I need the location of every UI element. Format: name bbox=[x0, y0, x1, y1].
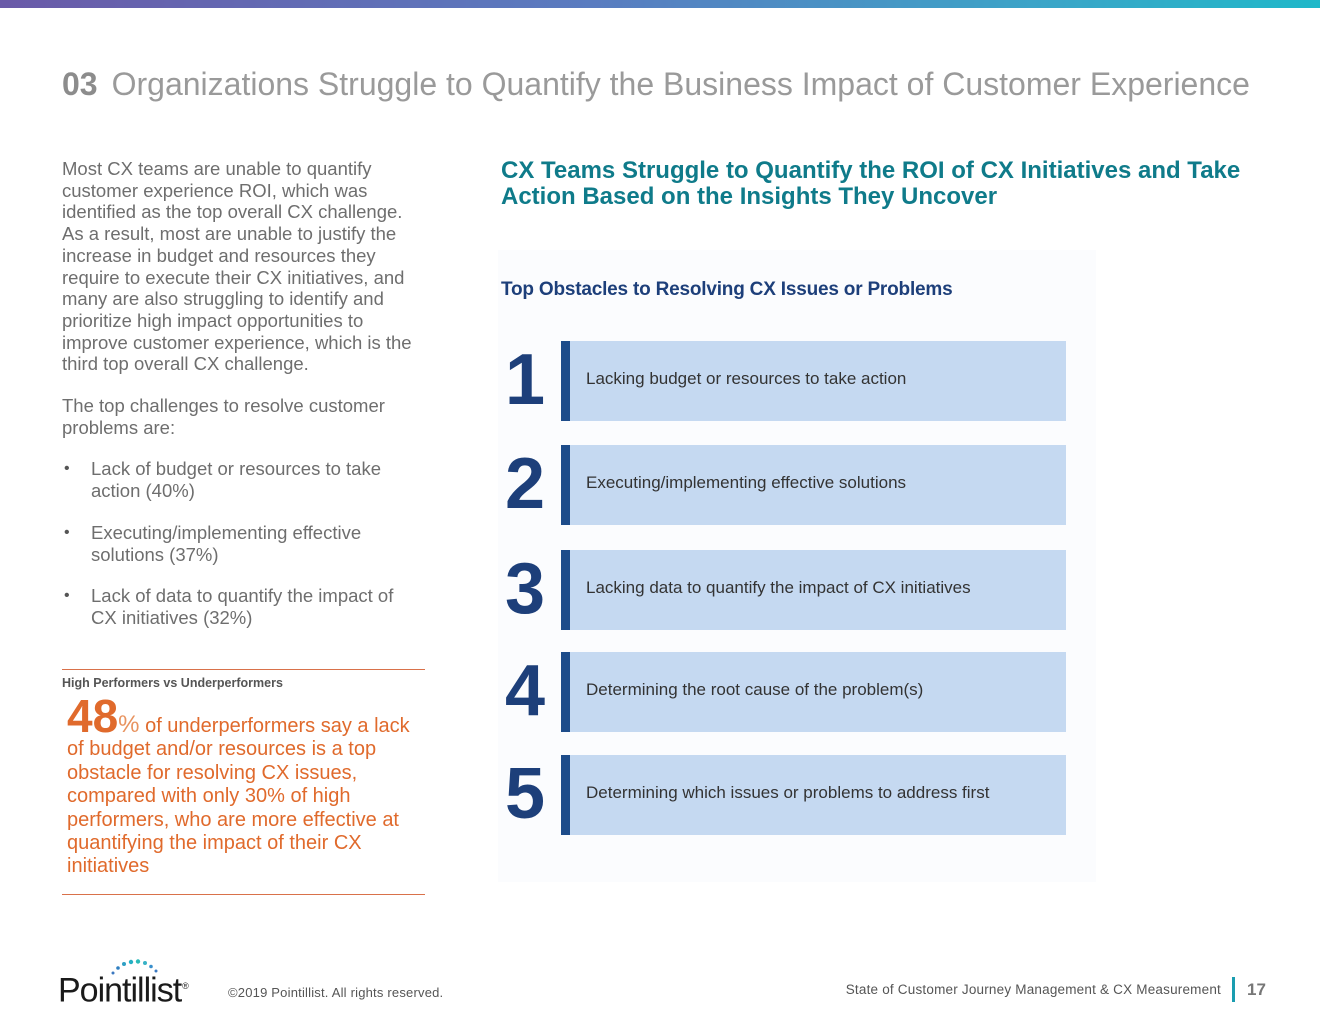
page-title-text: Organizations Struggle to Quantify the B… bbox=[111, 66, 1250, 102]
intro-text: Most CX teams are unable to quantify cus… bbox=[62, 158, 424, 649]
document-name: State of Customer Journey Management & C… bbox=[845, 982, 1221, 997]
pointillist-logo: Pointillist® bbox=[58, 958, 203, 1009]
callout-stat: 48% of underperformers say a lack of bud… bbox=[67, 693, 417, 879]
stat-number: 48 bbox=[67, 690, 119, 742]
bullet-icon: • bbox=[64, 523, 70, 541]
top-gradient-bar bbox=[0, 0, 1320, 8]
page-number: 17 bbox=[1247, 980, 1266, 999]
obstacle-row-3: 3 Lacking data to quantify the impact of… bbox=[500, 549, 1066, 630]
high-performers-callout: High Performers vs Underperformers 48% o… bbox=[62, 669, 425, 895]
bullet-icon: • bbox=[64, 460, 70, 478]
callout-label: High Performers vs Underperformers bbox=[62, 676, 283, 690]
list-item: • Executing/implementing effective soluti… bbox=[64, 521, 362, 565]
obstacle-row-5: 5 Determining which issues or problems t… bbox=[500, 754, 1066, 835]
intro-paragraph-2: The top challenges to resolve customer p… bbox=[62, 395, 385, 438]
page-title: 03 Organizations Struggle to Quantify the… bbox=[62, 62, 1282, 106]
intro-paragraph-1: Most CX teams are unable to quantify cus… bbox=[62, 158, 412, 375]
obstacle-row-2: 2 Executing/implementing effective solut… bbox=[500, 444, 1066, 525]
registered-mark: ® bbox=[182, 981, 189, 991]
obstacle-text: Lacking budget or resources to take acti… bbox=[586, 369, 907, 388]
section-heading: CX Teams Struggle to Quantify the ROI of… bbox=[501, 157, 1241, 210]
obstacle-bar bbox=[561, 755, 1066, 835]
obstacle-row-4: 4 Determining the root cause of the prob… bbox=[500, 651, 1066, 732]
rank-number: 5 bbox=[504, 754, 546, 834]
challenge-list: • Lack of budget or resources to take act… bbox=[62, 458, 424, 628]
stat-unit: % bbox=[118, 711, 140, 738]
obstacle-text: Determining the root cause of the proble… bbox=[586, 680, 924, 699]
section-number: 03 bbox=[62, 66, 98, 102]
stat-text: of underperformers say a lack of budget … bbox=[67, 715, 410, 878]
obstacle-row-1: 1 Lacking budget or resources to take ac… bbox=[500, 340, 1066, 421]
panel-title: Top Obstacles to Resolving CX Issues or … bbox=[501, 279, 953, 300]
logo-text: Pointillist bbox=[58, 971, 182, 1010]
page-divider bbox=[1232, 977, 1235, 1002]
logo-dots-icon bbox=[111, 959, 158, 975]
obstacle-bar bbox=[561, 652, 1066, 732]
list-item: • Lack of data to quantify the impact of … bbox=[64, 585, 394, 628]
obstacle-bar bbox=[561, 341, 1066, 421]
obstacle-bar bbox=[561, 445, 1066, 525]
rank-number: 3 bbox=[504, 549, 546, 629]
rank-number: 4 bbox=[504, 651, 546, 731]
obstacle-text: Executing/implementing effective solutio… bbox=[586, 473, 907, 492]
obstacle-bar bbox=[561, 550, 1066, 630]
rank-number: 1 bbox=[504, 340, 546, 420]
rank-number: 2 bbox=[504, 444, 546, 524]
obstacle-text: Lacking data to quantify the impact of C… bbox=[586, 578, 971, 597]
copyright-text: ©2019 Pointillist. All rights reserved. bbox=[228, 985, 444, 1000]
list-item: • Lack of budget or resources to take act… bbox=[64, 458, 382, 502]
obstacle-text: Determining which issues or problems to … bbox=[586, 783, 990, 802]
bullet-icon: • bbox=[64, 587, 70, 605]
